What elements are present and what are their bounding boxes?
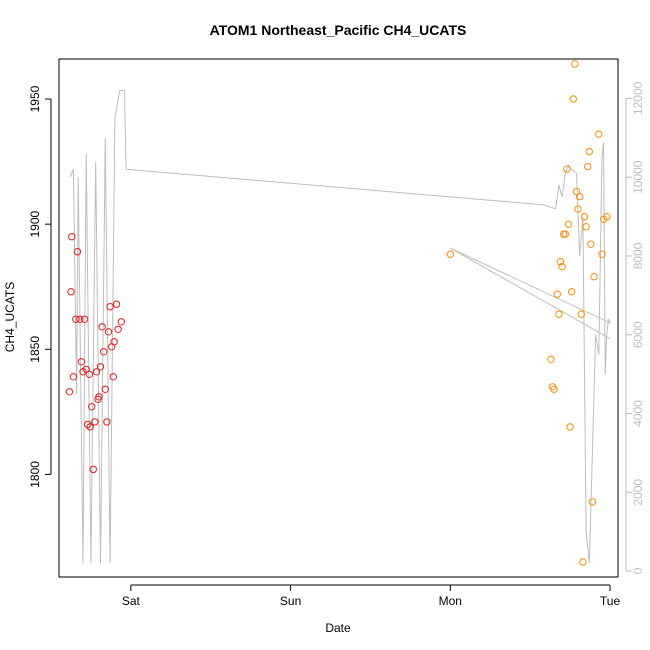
data-point	[587, 240, 595, 248]
x-axis-label: Date	[325, 621, 351, 635]
data-point	[114, 325, 122, 333]
data-point	[103, 418, 111, 426]
data-point	[73, 248, 82, 256]
data-point	[77, 358, 86, 366]
y2-tick-label: 4000	[631, 400, 645, 427]
data-point	[598, 250, 606, 258]
data-point	[550, 385, 558, 393]
data-point	[568, 288, 576, 296]
y-tick-label: 1950	[28, 85, 42, 112]
x-tick-label: Sat	[122, 594, 141, 608]
x-tick-label: Sun	[280, 594, 301, 608]
y2-tick-label: 2000	[631, 479, 645, 506]
data-point	[110, 338, 118, 346]
data-point	[112, 300, 121, 308]
data-point	[584, 162, 592, 171]
data-point	[106, 303, 114, 311]
points-layer	[65, 60, 611, 566]
data-point	[595, 130, 603, 138]
data-point	[590, 273, 598, 281]
data-point	[553, 290, 561, 298]
data-point	[76, 315, 84, 323]
data-point	[92, 368, 101, 376]
data-point	[91, 418, 99, 426]
data-point	[109, 373, 118, 381]
data-point	[446, 250, 454, 258]
y2-tick-label: 12000	[631, 81, 645, 115]
data-point	[85, 370, 94, 378]
y2-tick-label: 6000	[631, 321, 645, 348]
plot-frame	[58, 58, 619, 578]
data-point	[101, 385, 110, 393]
data-point	[603, 213, 611, 221]
chart-title: ATOM1 Northeast_Pacific CH4_UCATS	[210, 22, 467, 38]
y2-tick-label: 8000	[631, 242, 645, 269]
altitude-line	[69, 90, 611, 564]
y-tick-label: 1900	[28, 210, 42, 237]
data-point	[561, 230, 569, 238]
data-point	[65, 388, 74, 396]
data-point	[104, 328, 113, 336]
altitude-layer	[69, 90, 611, 564]
data-point	[68, 233, 76, 241]
y-axis-label: CH4_UCATS	[3, 282, 17, 352]
data-point	[577, 310, 585, 318]
data-point	[69, 373, 78, 381]
y-tick-label: 1800	[28, 461, 42, 488]
x-tick-label: Tue	[600, 594, 621, 608]
data-point	[88, 403, 96, 411]
y2-tick-label: 10000	[631, 160, 645, 194]
data-point	[98, 323, 106, 331]
data-point	[564, 220, 573, 228]
data-point	[80, 315, 89, 323]
data-point	[84, 420, 92, 429]
data-point	[574, 205, 582, 213]
x-tick-label: Mon	[439, 594, 462, 608]
data-point	[576, 192, 584, 201]
data-point	[96, 363, 105, 371]
data-point	[67, 288, 75, 296]
data-point	[588, 498, 597, 506]
data-point	[95, 393, 103, 401]
data-point	[556, 258, 565, 266]
data-point	[563, 165, 571, 173]
data-point	[571, 60, 579, 68]
y-tick-label: 1850	[28, 336, 42, 363]
data-point	[580, 213, 589, 221]
data-point	[89, 465, 98, 474]
y2-tick-label: 0	[631, 567, 645, 574]
data-point	[582, 223, 590, 231]
data-point	[547, 355, 555, 363]
data-point	[86, 423, 94, 431]
data-point	[558, 263, 566, 271]
data-point	[117, 318, 126, 326]
data-point	[585, 147, 593, 156]
data-point	[566, 423, 574, 431]
data-point	[579, 558, 587, 566]
data-point	[569, 95, 577, 103]
data-point	[72, 315, 80, 323]
data-point	[555, 310, 563, 318]
axes-layer: Sat Sun Mon Tue 1800 1850 1900 1950 0 2000 4000 600…	[28, 81, 645, 608]
data-point	[100, 348, 108, 356]
